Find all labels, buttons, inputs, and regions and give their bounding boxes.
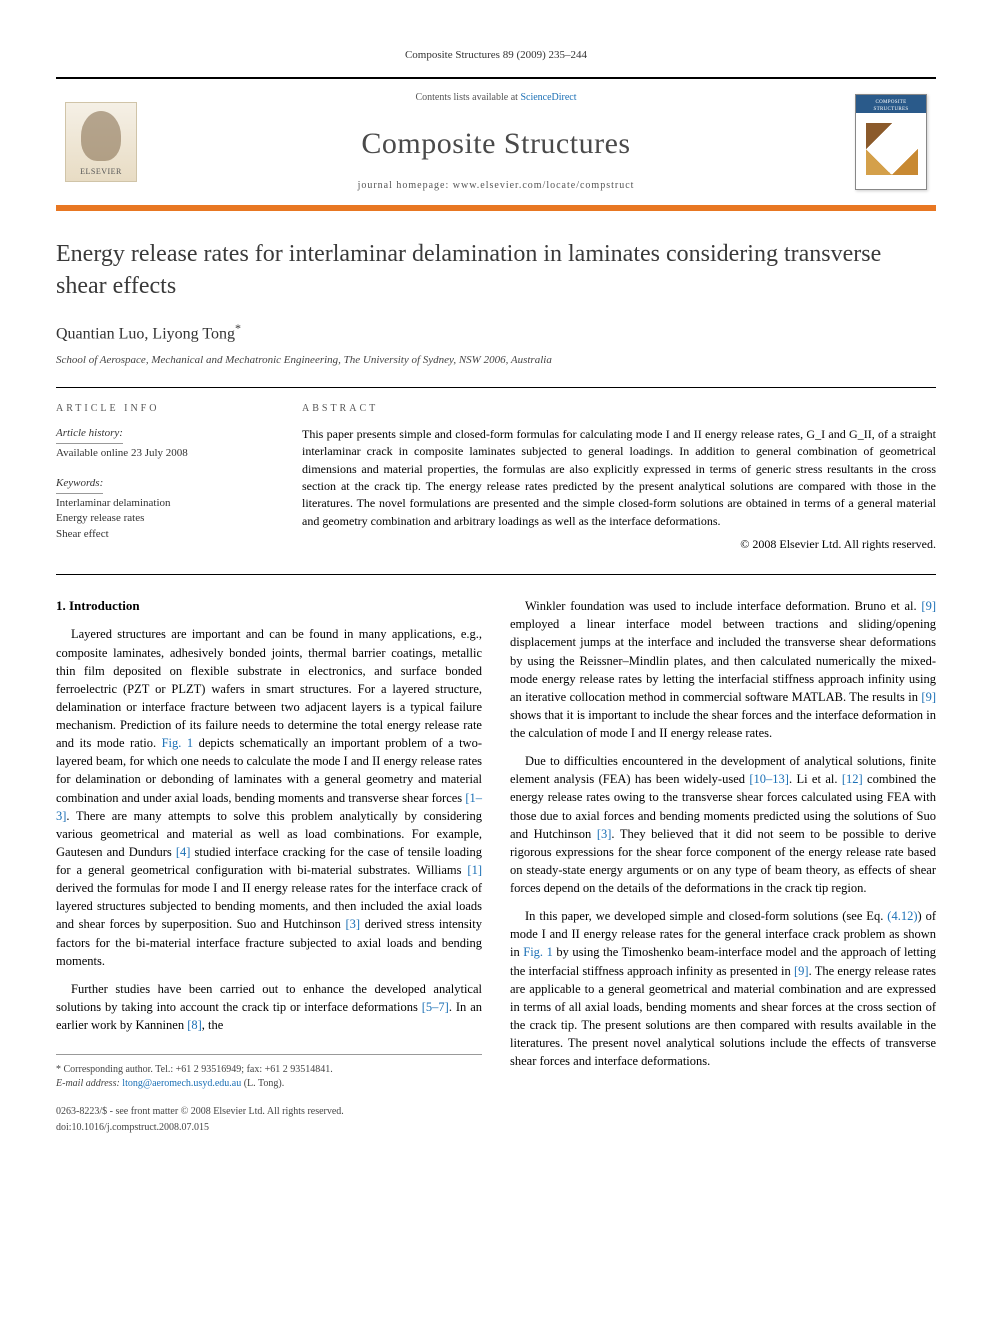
body-two-columns: 1. Introduction Layered structures are i… [56,597,936,1135]
journal-header: ELSEVIER Contents lists available at Sci… [56,77,936,211]
text-span: . The energy release rates are applicabl… [510,964,936,1069]
journal-cover-container: COMPOSITE STRUCTURES [846,79,936,205]
article-info-column: ARTICLE INFO Article history: Available … [56,402,266,556]
text-span: , the [202,1018,224,1032]
figure-link[interactable]: Fig. 1 [162,736,194,750]
right-column: Winkler foundation was used to include i… [510,597,936,1135]
abstract-copyright: © 2008 Elsevier Ltd. All rights reserved… [302,536,936,553]
reference-link[interactable]: [3] [345,917,360,931]
reference-link[interactable]: [9] [794,964,809,978]
contents-prefix: Contents lists available at [415,92,520,103]
history-label: Article history: [56,426,123,444]
email-label: E-mail address: [56,1078,122,1089]
reference-link[interactable]: [8] [187,1018,202,1032]
sciencedirect-link[interactable]: ScienceDirect [520,92,576,103]
section-1-heading: 1. Introduction [56,597,482,615]
article-history-block: Article history: Available online 23 Jul… [56,426,266,462]
corresponding-marker: * [235,321,241,335]
figure-link[interactable]: Fig. 1 [523,945,553,959]
author-list: Quantian Luo, Liyong Tong* [56,320,936,346]
info-abstract-row: ARTICLE INFO Article history: Available … [56,388,936,575]
elsevier-tree-icon: ELSEVIER [65,102,137,182]
keyword-item: Energy release rates [56,511,266,526]
corresponding-email-line: E-mail address: ltong@aeromech.usyd.edu.… [56,1077,482,1091]
intro-paragraph-2: Further studies have been carried out to… [56,980,482,1034]
header-citation: Composite Structures 89 (2009) 235–244 [56,48,936,63]
reference-link[interactable]: [9] [921,690,936,704]
keyword-item: Shear effect [56,527,266,542]
reference-link[interactable]: [4] [176,845,191,859]
reference-link[interactable]: [12] [842,772,863,786]
corresponding-footer: * Corresponding author. Tel.: +61 2 9351… [56,1054,482,1091]
abstract-label: ABSTRACT [302,402,936,416]
keyword-item: Interlaminar delamination [56,496,266,511]
intro-paragraph-3: Winkler foundation was used to include i… [510,597,936,742]
journal-cover-thumbnail: COMPOSITE STRUCTURES [855,94,927,190]
publisher-name: ELSEVIER [80,166,122,177]
reference-link[interactable]: [10–13] [749,772,789,786]
equation-link[interactable]: (4.12) [887,909,917,923]
journal-name: Composite Structures [154,123,838,165]
text-span: Layered structures are important and can… [56,627,482,750]
text-span: Winkler foundation was used to include i… [525,599,921,613]
abstract-column: ABSTRACT This paper presents simple and … [302,402,936,556]
homepage-url: www.elsevier.com/locate/compstruct [453,180,635,191]
journal-homepage-line: journal homepage: www.elsevier.com/locat… [154,179,838,193]
issn-copyright-line: 0263-8223/$ - see front matter © 2008 El… [56,1105,482,1119]
abstract-text: This paper presents simple and closed-fo… [302,426,936,530]
intro-paragraph-5: In this paper, we developed simple and c… [510,907,936,1070]
reference-link[interactable]: [9] [921,599,936,613]
history-online-date: Available online 23 July 2008 [56,447,188,459]
journal-header-center: Contents lists available at ScienceDirec… [146,79,846,205]
corresponding-tel-fax: * Corresponding author. Tel.: +61 2 9351… [56,1063,482,1077]
publisher-logo-container: ELSEVIER [56,79,146,205]
text-span: . Li et al. [789,772,842,786]
intro-paragraph-4: Due to difficulties encountered in the d… [510,752,936,897]
article-title: Energy release rates for interlaminar de… [56,239,936,301]
intro-paragraph-1: Layered structures are important and can… [56,625,482,969]
left-column: 1. Introduction Layered structures are i… [56,597,482,1135]
contents-available-line: Contents lists available at ScienceDirec… [154,91,838,105]
text-span: In this paper, we developed simple and c… [525,909,887,923]
keywords-label: Keywords: [56,476,103,494]
reference-link[interactable]: [3] [597,827,612,841]
reference-link[interactable]: [5–7] [422,1000,449,1014]
text-span: shows that it is important to include th… [510,708,936,740]
homepage-prefix: journal homepage: [358,180,453,191]
affiliation: School of Aerospace, Mechanical and Mech… [56,353,936,368]
article-info-label: ARTICLE INFO [56,402,266,416]
email-link[interactable]: ltong@aeromech.usyd.edu.au [122,1078,241,1089]
email-author-name: (L. Tong). [241,1078,284,1089]
doi-line: doi:10.1016/j.compstruct.2008.07.015 [56,1121,482,1135]
text-span: employed a linear interface model betwee… [510,617,936,704]
reference-link[interactable]: [1] [467,863,482,877]
keywords-block: Keywords: Interlaminar delamination Ener… [56,476,266,543]
author-names: Quantian Luo, Liyong Tong [56,325,235,342]
cover-title-text: COMPOSITE STRUCTURES [860,99,922,113]
text-span: Further studies have been carried out to… [56,982,482,1014]
